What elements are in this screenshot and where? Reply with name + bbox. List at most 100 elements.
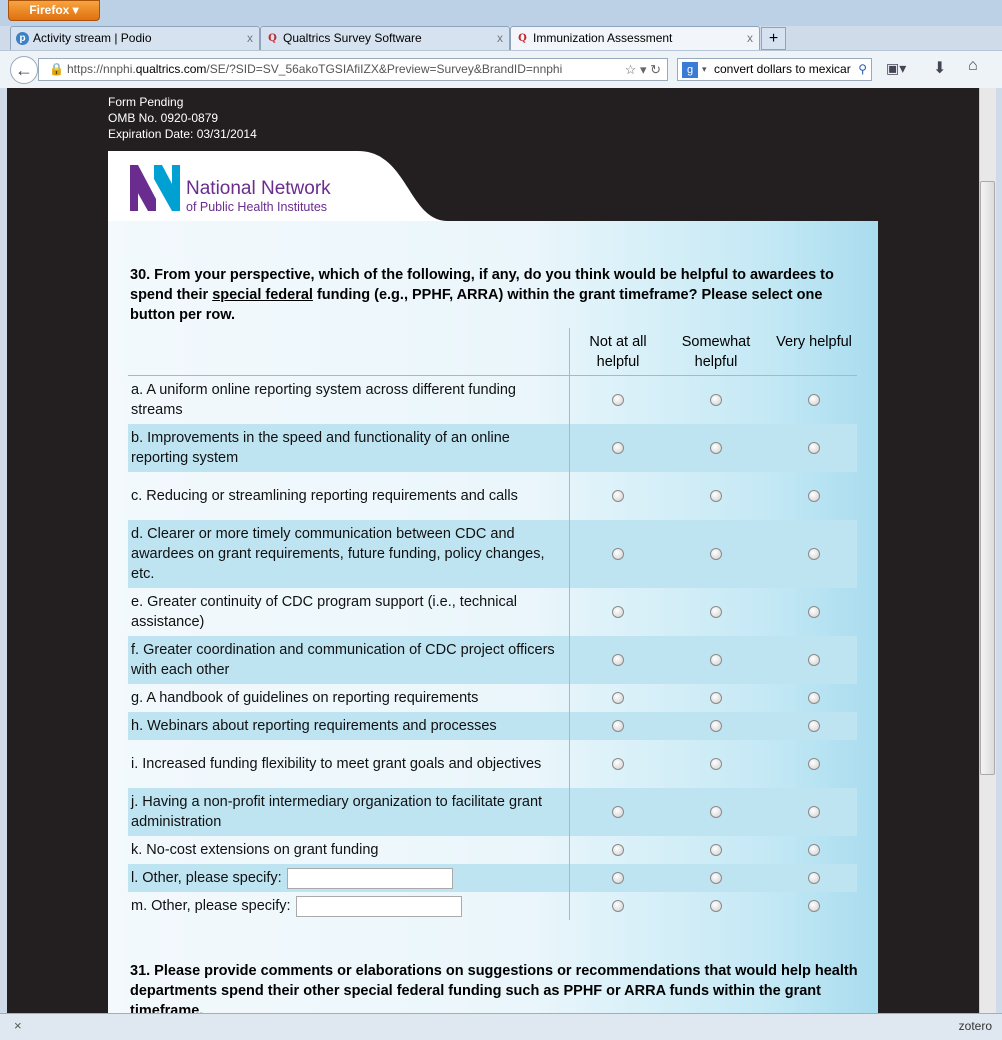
row-label: m. Other, please specify: xyxy=(131,892,561,920)
lock-icon: 🔒 xyxy=(49,62,64,76)
radio-not-at-all-helpful[interactable] xyxy=(612,758,624,770)
row-label: k. No-cost extensions on grant funding xyxy=(131,842,379,858)
podio-icon: p xyxy=(16,32,29,45)
column-header: Somewhat helpful xyxy=(681,334,751,370)
question-31-text: 31. Please provide comments or elaborati… xyxy=(130,963,858,1019)
radio-somewhat-helpful[interactable] xyxy=(710,394,722,406)
radio-very-helpful[interactable] xyxy=(808,394,820,406)
radio-very-helpful[interactable] xyxy=(808,548,820,560)
expiration-date: Expiration Date: 03/31/2014 xyxy=(108,127,257,141)
row-label: g. A handbook of guidelines on reporting… xyxy=(131,690,479,706)
radio-very-helpful[interactable] xyxy=(808,692,820,704)
radio-not-at-all-helpful[interactable] xyxy=(612,654,624,666)
table-row: d. Clearer or more timely communication … xyxy=(128,520,857,588)
search-input[interactable]: g ▾ convert dollars to mexicar ⚲ xyxy=(677,58,872,81)
radio-not-at-all-helpful[interactable] xyxy=(612,806,624,818)
radio-very-helpful[interactable] xyxy=(808,654,820,666)
tab-label: Qualtrics Survey Software xyxy=(283,31,422,45)
logo-subtitle: of Public Health Institutes xyxy=(186,200,328,214)
table-row: l. Other, please specify: xyxy=(128,864,857,892)
table-row: k. No-cost extensions on grant funding xyxy=(128,836,857,864)
new-tab-button[interactable]: + xyxy=(761,27,786,50)
scrollbar-thumb[interactable] xyxy=(980,181,995,775)
table-row: j. Having a non-profit intermediary orga… xyxy=(128,788,857,836)
question-30-text: 30. From your perspective, which of the … xyxy=(130,267,834,323)
close-tab-icon[interactable]: x xyxy=(247,31,253,45)
tab[interactable]: Q Immunization Assessment x xyxy=(510,26,760,50)
row-label: e. Greater continuity of CDC program sup… xyxy=(131,594,518,630)
table-row: e. Greater continuity of CDC program sup… xyxy=(128,588,857,636)
row-label: l. Other, please specify: xyxy=(131,864,561,892)
radio-not-at-all-helpful[interactable] xyxy=(612,872,624,884)
radio-not-at-all-helpful[interactable] xyxy=(612,692,624,704)
back-button[interactable]: ← xyxy=(10,56,38,84)
row-label: c. Reducing or streamlining reporting re… xyxy=(131,488,518,504)
radio-somewhat-helpful[interactable] xyxy=(710,442,722,454)
radio-not-at-all-helpful[interactable] xyxy=(612,490,624,502)
tab[interactable]: p Activity stream | Podio x xyxy=(10,26,260,50)
other-specify-input[interactable] xyxy=(286,867,453,889)
radio-very-helpful[interactable] xyxy=(808,806,820,818)
logo-title: National Network xyxy=(186,178,331,199)
radio-somewhat-helpful[interactable] xyxy=(710,654,722,666)
title-bar xyxy=(0,0,1002,26)
radio-very-helpful[interactable] xyxy=(808,844,820,856)
radio-very-helpful[interactable] xyxy=(808,872,820,884)
radio-somewhat-helpful[interactable] xyxy=(710,872,722,884)
radio-not-at-all-helpful[interactable] xyxy=(612,900,624,912)
status-bar: × zotero xyxy=(0,1013,1002,1040)
url-bar[interactable]: 🔒 https://nnphi.qualtrics.com/SE/?SID=SV_… xyxy=(38,58,668,81)
radio-somewhat-helpful[interactable] xyxy=(710,720,722,732)
close-tab-icon[interactable]: x xyxy=(747,31,753,45)
radio-not-at-all-helpful[interactable] xyxy=(612,548,624,560)
search-icon[interactable]: ⚲ xyxy=(858,62,867,76)
row-label: j. Having a non-profit intermediary orga… xyxy=(131,794,543,830)
bookmark-star-icon[interactable]: ☆ ▾ ↻ xyxy=(624,62,661,77)
google-icon: g xyxy=(682,62,698,78)
logo-banner xyxy=(108,151,448,221)
radio-very-helpful[interactable] xyxy=(808,442,820,454)
downloads-icon[interactable]: ⬇ xyxy=(933,60,947,77)
table-row: i. Increased funding flexibility to meet… xyxy=(128,740,857,788)
form-status: Form Pending xyxy=(108,95,184,109)
column-header: Very helpful xyxy=(776,334,852,350)
other-specify-input[interactable] xyxy=(295,895,462,917)
radio-very-helpful[interactable] xyxy=(808,900,820,912)
tab-label: Immunization Assessment xyxy=(533,31,673,45)
column-header: Not at all helpful xyxy=(589,334,647,370)
radio-very-helpful[interactable] xyxy=(808,720,820,732)
radio-not-at-all-helpful[interactable] xyxy=(612,394,624,406)
radio-somewhat-helpful[interactable] xyxy=(710,758,722,770)
close-addon-bar-icon[interactable]: × xyxy=(14,1018,22,1033)
radio-not-at-all-helpful[interactable] xyxy=(612,720,624,732)
row-label: d. Clearer or more timely communication … xyxy=(131,526,545,582)
bookmarks-menu-icon[interactable]: ▣▾ xyxy=(886,60,907,76)
close-tab-icon[interactable]: x xyxy=(497,31,503,45)
radio-somewhat-helpful[interactable] xyxy=(710,606,722,618)
table-row: b. Improvements in the speed and functio… xyxy=(128,424,857,472)
home-icon[interactable]: ⌂ xyxy=(968,57,978,74)
column-divider xyxy=(569,328,570,920)
radio-very-helpful[interactable] xyxy=(808,606,820,618)
row-label: b. Improvements in the speed and functio… xyxy=(131,430,510,466)
radio-somewhat-helpful[interactable] xyxy=(710,548,722,560)
firefox-menu-button[interactable]: Firefox ▾ xyxy=(8,0,100,21)
radio-not-at-all-helpful[interactable] xyxy=(612,606,624,618)
table-row: a. A uniform online reporting system acr… xyxy=(128,376,857,424)
radio-very-helpful[interactable] xyxy=(808,758,820,770)
zotero-icon[interactable]: zotero xyxy=(958,1019,992,1033)
row-label: h. Webinars about reporting requirements… xyxy=(131,718,497,734)
radio-somewhat-helpful[interactable] xyxy=(710,490,722,502)
radio-somewhat-helpful[interactable] xyxy=(710,844,722,856)
row-label: i. Increased funding flexibility to meet… xyxy=(131,756,542,772)
radio-not-at-all-helpful[interactable] xyxy=(612,844,624,856)
radio-somewhat-helpful[interactable] xyxy=(710,806,722,818)
row-label: f. Greater coordination and communicatio… xyxy=(131,642,555,678)
qualtrics-icon: Q xyxy=(518,33,527,44)
tab[interactable]: Q Qualtrics Survey Software x xyxy=(260,26,510,50)
table-row: c. Reducing or streamlining reporting re… xyxy=(128,472,857,520)
radio-somewhat-helpful[interactable] xyxy=(710,900,722,912)
radio-not-at-all-helpful[interactable] xyxy=(612,442,624,454)
radio-somewhat-helpful[interactable] xyxy=(710,692,722,704)
radio-very-helpful[interactable] xyxy=(808,490,820,502)
